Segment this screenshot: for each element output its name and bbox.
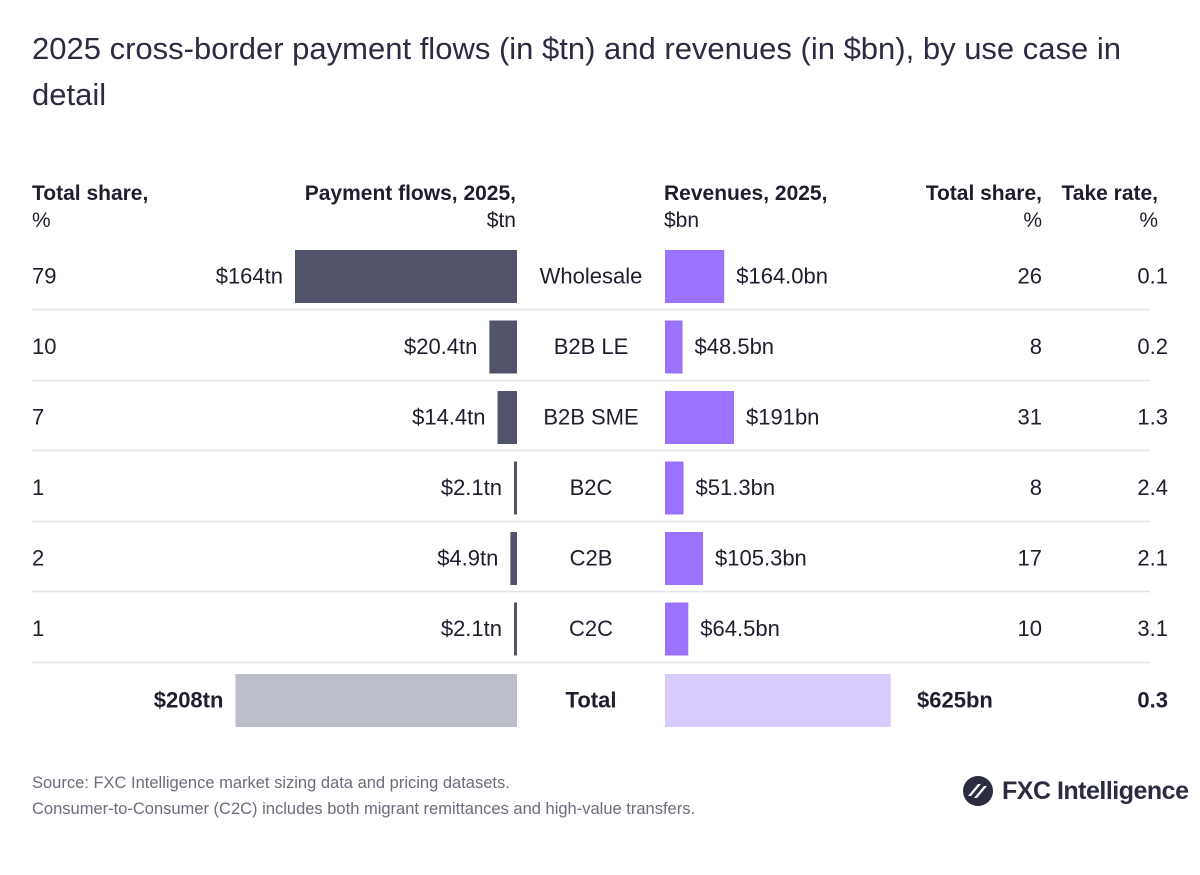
row-0-revenue-share: 26	[1018, 264, 1042, 289]
fxc-logo-icon	[963, 776, 993, 806]
fxc-logo: FXC Intelligence	[962, 773, 1189, 809]
footer: Source: FXC Intelligence market sizing d…	[32, 770, 695, 822]
header-revenues: Revenues, 2025, $bn	[664, 180, 827, 234]
row-1-flow-share: 10	[32, 334, 56, 359]
row-3-take-rate: 2.4	[1137, 475, 1168, 500]
row-1-category-label: B2B LE	[554, 334, 629, 359]
row-0-take-rate: 0.1	[1137, 264, 1168, 289]
row-3-flow-share: 1	[32, 475, 44, 500]
logo-text: FXC Intelligence	[1002, 776, 1189, 805]
header-take-rate-line2: %	[1139, 209, 1158, 232]
row-3-flow-bar	[514, 461, 517, 515]
header-flows-line1: Payment flows, 2025,	[304, 182, 516, 205]
row-0-revenue-bar	[665, 250, 725, 303]
row-1-revenue-share: 8	[1030, 334, 1042, 359]
row-0-flow-share: 79	[32, 264, 56, 289]
row-1-flow-label: $20.4tn	[404, 334, 477, 359]
total-revenue-bar	[665, 674, 891, 727]
row-4-flow-label: $4.9tn	[437, 546, 498, 571]
row-2-revenue-label: $191bn	[746, 405, 819, 430]
row-5-flow-bar	[514, 602, 517, 656]
header-take-rate-line1: Take rate,	[1061, 182, 1159, 205]
header-revenue-share-line2: %	[1023, 209, 1042, 232]
header-revenues-line2: $bn	[664, 209, 700, 232]
row-3-category-label: B2C	[570, 475, 613, 500]
row-4-flow-share: 2	[32, 546, 44, 571]
row-2-category-label: B2B SME	[543, 405, 638, 430]
row-2-take-rate: 1.3	[1137, 405, 1168, 430]
row-5-revenue-share: 10	[1018, 616, 1042, 641]
header-revenues-line1: Revenues, 2025,	[664, 182, 828, 205]
row-2-revenue-share: 31	[1018, 405, 1042, 430]
row-5-take-rate: 3.1	[1137, 616, 1168, 641]
row-4-revenue-share: 17	[1018, 546, 1042, 571]
row-5-revenue-bar	[665, 602, 689, 656]
chart-title: 2025 cross-border payment flows (in $tn)…	[32, 31, 1122, 112]
row-3-revenue-bar	[665, 461, 684, 515]
total-revenue-label: $625bn	[917, 688, 993, 713]
source-note: Source: FXC Intelligence market sizing d…	[32, 774, 510, 792]
total-category-label: Total	[566, 688, 617, 713]
row-5-revenue-label: $64.5bn	[700, 616, 780, 641]
row-4-revenue-bar	[665, 532, 704, 585]
header-revenue-share-line1: Total share,	[925, 182, 1042, 205]
row-2-flow-bar	[497, 391, 517, 444]
row-1-revenue-bar	[665, 320, 683, 374]
row-0-flow-label: $164tn	[216, 264, 283, 289]
row-0-flow-bar	[295, 250, 517, 303]
row-1-take-rate: 0.2	[1137, 334, 1168, 359]
row-3-revenue-label: $51.3bn	[696, 475, 776, 500]
total-flow-label: $208tn	[154, 688, 224, 713]
row-1-revenue-label: $48.5bn	[695, 334, 775, 359]
total-flow-bar	[235, 674, 517, 727]
header-revenue-share: Total share, %	[880, 180, 1042, 234]
header-flow-share-line1: Total share,	[32, 182, 149, 205]
header-flows-line2: $tn	[486, 209, 516, 232]
header-flows: Payment flows, 2025, $tn	[200, 180, 516, 234]
row-0-revenue-label: $164.0bn	[736, 264, 828, 289]
header-flow-share: Total share, %	[32, 180, 148, 234]
total-take-rate: 0.3	[1137, 688, 1168, 713]
row-5-flow-label: $2.1tn	[441, 616, 502, 641]
row-4-category-label: C2B	[570, 546, 613, 571]
c2c-note: Consumer-to-Consumer (C2C) includes both…	[32, 800, 696, 818]
row-5-category-label: C2C	[569, 616, 613, 641]
header-take-rate: Take rate, %	[1040, 180, 1159, 234]
row-3-revenue-share: 8	[1030, 475, 1042, 500]
row-2-revenue-bar	[665, 391, 734, 444]
header-flow-share-line2: %	[32, 209, 51, 232]
row-2-flow-label: $14.4tn	[412, 405, 485, 430]
row-0-category-label: Wholesale	[540, 264, 643, 289]
row-4-flow-bar	[510, 532, 517, 585]
row-5-flow-share: 1	[32, 616, 44, 641]
row-4-take-rate: 2.1	[1137, 546, 1168, 571]
row-2-flow-share: 7	[32, 405, 44, 430]
row-3-flow-label: $2.1tn	[441, 475, 502, 500]
row-4-revenue-label: $105.3bn	[715, 546, 807, 571]
row-1-flow-bar	[489, 320, 517, 374]
